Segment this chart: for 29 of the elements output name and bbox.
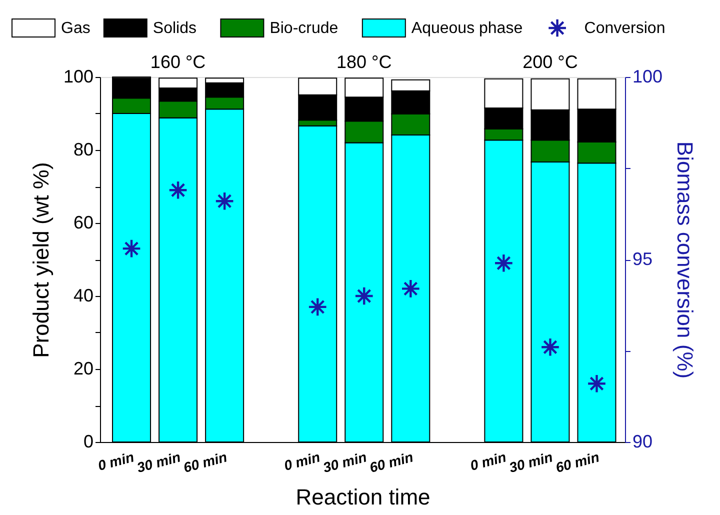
legend-label: Conversion bbox=[584, 20, 666, 37]
y2-tick-label: 100 bbox=[632, 66, 663, 86]
x-tick-label: 30 min bbox=[321, 448, 368, 476]
x-tick-label: 0 min bbox=[96, 448, 136, 474]
x-tick-label: 0 min bbox=[282, 448, 322, 474]
text: 180 °C bbox=[336, 52, 392, 72]
x-tick-label: 60 min bbox=[368, 448, 415, 476]
y2-axis-title: Biomass conversion (%) bbox=[672, 141, 698, 379]
y2-tick-label: 95 bbox=[632, 249, 653, 269]
legend-label: Gas bbox=[61, 20, 90, 37]
x-tick-label: 60 min bbox=[554, 448, 601, 476]
x-tick-label: 30 min bbox=[135, 448, 182, 476]
y-tick-label: 80 bbox=[73, 140, 94, 160]
y-axis-title: Product yield (wt %) bbox=[28, 162, 54, 358]
y-tick-label: 40 bbox=[73, 286, 94, 306]
y2-tick-label: 90 bbox=[632, 432, 653, 452]
y-tick-label: 0 bbox=[83, 432, 94, 452]
y-tick-label: 20 bbox=[73, 358, 94, 378]
y-tick-label: 100 bbox=[63, 66, 94, 86]
x-tick-label: 30 min bbox=[507, 448, 554, 476]
x-tick-label: 60 min bbox=[182, 448, 229, 476]
text: 200 °C bbox=[522, 52, 578, 72]
text: 160 °C bbox=[150, 52, 206, 72]
x-axis-title: Reaction time bbox=[296, 484, 430, 510]
y-tick-label: 60 bbox=[73, 212, 94, 232]
legend-label: Aqueous phase bbox=[411, 20, 523, 37]
legend-label: Bio-crude bbox=[270, 20, 338, 37]
legend-label: Solids bbox=[152, 20, 196, 37]
x-tick-label: 0 min bbox=[468, 448, 508, 474]
